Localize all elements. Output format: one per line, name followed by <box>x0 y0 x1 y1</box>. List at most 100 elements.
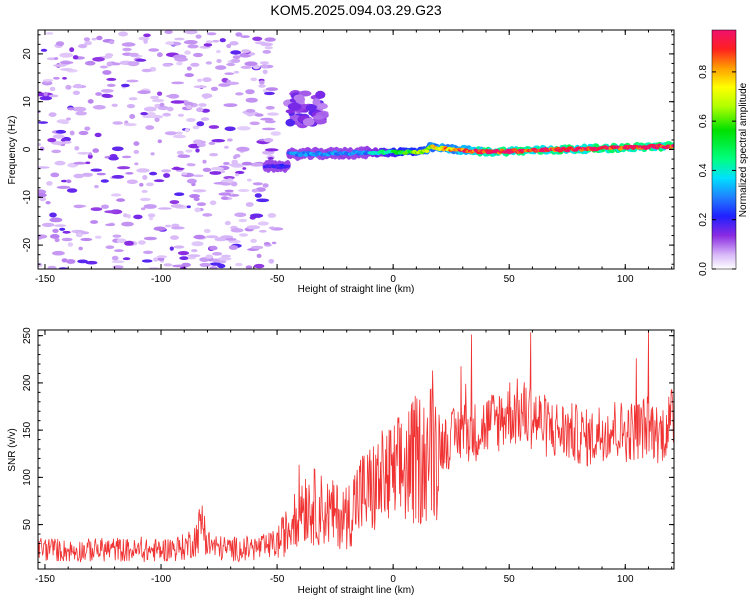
heatmap-noise-blob <box>170 204 184 208</box>
heatmap-noise-blob <box>271 241 277 245</box>
heatmap-noise-blob <box>122 47 132 52</box>
heatmap-noise-blob <box>214 237 228 242</box>
heatmap-noise-blob <box>176 61 183 66</box>
heatmap-noise-blob <box>264 46 273 50</box>
heatmap-noise-blob <box>52 250 65 256</box>
heatmap-noise-blob <box>122 257 131 261</box>
heatmap-noise-blob <box>77 151 90 155</box>
heatmap-noise-blob <box>252 36 263 41</box>
heatmap-noise-blob <box>187 254 201 258</box>
heatmap-noise-blob <box>38 121 49 124</box>
colorbar-tick-label: 0.6 <box>698 114 709 128</box>
heatmap-noise-blob <box>246 112 254 117</box>
heatmap-noise-blob <box>61 237 73 242</box>
heatmap-noise-blob <box>196 107 204 113</box>
heatmap-noise-blob <box>210 86 219 91</box>
heatmap-noise-blob <box>211 258 220 263</box>
x-tick-label: 0 <box>390 274 396 285</box>
heatmap-noise-blob <box>126 104 136 109</box>
heatmap-noise-blob <box>252 182 263 186</box>
snr-x-ticks: -150 -100 -50 0 50 100 <box>35 330 673 585</box>
heatmap-noise-blob <box>66 179 72 184</box>
heatmap-noise-blob <box>270 131 281 136</box>
heatmap-noise-blob <box>38 143 41 146</box>
heatmap-noise-blob <box>268 258 275 264</box>
heatmap-noise-blob <box>69 130 75 136</box>
heatmap-noise-blob <box>192 189 207 193</box>
heatmap-noise-blob <box>228 245 238 250</box>
heatmap-noise-blob <box>202 159 207 164</box>
heatmap-noise-blob <box>87 99 94 104</box>
heatmap-noise-blob <box>105 223 116 227</box>
heatmap-noise-blob <box>75 232 83 238</box>
heatmap-noise-blob <box>175 131 183 135</box>
y-tick-label: 0 <box>22 146 33 152</box>
heatmap-noise-blob <box>250 238 257 243</box>
heatmap-noise-blob <box>62 230 71 234</box>
y-tick-label: 100 <box>22 469 33 486</box>
heatmap-noise-blob <box>166 106 174 112</box>
heatmap-noise-blob <box>205 61 212 65</box>
heatmap-noise-blob <box>209 266 218 269</box>
snr-panel: -150 -100 -50 0 50 100 50 100 150 200 250 Height … <box>7 327 675 596</box>
heatmap-noise-blob <box>263 242 271 245</box>
heatmap-noise-blob <box>48 94 59 98</box>
heatmap-noise-blob <box>253 263 265 269</box>
heatmap-noise-blob <box>38 193 47 198</box>
heatmap-noise-blob <box>226 62 236 67</box>
heatmap-noise-blob <box>219 38 226 43</box>
heatmap-noise-blob <box>59 52 73 58</box>
heatmap-noise-blob <box>241 161 253 166</box>
heatmap-noise-blob <box>157 52 163 58</box>
heatmap-noise-blob <box>128 52 139 57</box>
heatmap-noise-blob <box>256 253 262 258</box>
heatmap-noise-blob <box>157 105 169 111</box>
heatmap-noise-blob <box>84 40 92 46</box>
heatmap-noise-blob <box>94 184 99 189</box>
heatmap-noise-blob <box>205 40 213 44</box>
heatmap-noise-blob <box>143 236 157 241</box>
heatmap-noise-blob <box>239 233 248 237</box>
heatmap-noise-blob <box>260 42 274 47</box>
heatmap-noise-blob <box>191 249 198 253</box>
heatmap-noise-blob <box>250 213 264 218</box>
heatmap-noise-blob <box>174 57 188 62</box>
heatmap-noise-blob <box>91 37 97 41</box>
heatmap-noise-blob <box>45 201 51 205</box>
heatmap-noise-blob <box>241 49 251 53</box>
y-tick-label: 200 <box>22 374 33 391</box>
heatmap-noise-blob <box>112 234 122 238</box>
colorbar-label: Normalized spectral amplitude <box>738 82 749 217</box>
heatmap-noise-blob <box>235 32 243 37</box>
heatmap-noise-blob <box>171 81 185 85</box>
heatmap-noise-blob <box>134 162 139 166</box>
heatmap-noise-blob <box>92 148 99 153</box>
heatmap-noise-blob <box>133 214 143 220</box>
heatmap-noise-blob <box>249 121 260 126</box>
y-tick-label: 250 <box>22 327 33 344</box>
heatmap-noise-blob <box>118 31 128 37</box>
y-tick-label: 50 <box>22 519 33 531</box>
heatmap-cluster-blob <box>312 98 321 106</box>
colorbar-gradient <box>711 29 737 270</box>
heatmap-noise-blob <box>185 149 193 153</box>
heatmap-noise-blob <box>50 172 60 178</box>
heatmap-noise-blob <box>150 95 160 100</box>
heatmap-noise-blob <box>244 61 258 66</box>
heatmap-noise-blob <box>61 179 68 183</box>
heatmap-noise-blob <box>111 260 125 264</box>
heatmap-cluster-blob <box>295 95 305 104</box>
heatmap-noise-blob <box>186 104 192 110</box>
heatmap-noise-blob <box>209 171 222 175</box>
heatmap-noise-blob <box>227 138 233 142</box>
heatmap-noise-blob <box>53 76 60 80</box>
heatmap-noise-blob <box>209 153 219 157</box>
heatmap-noise-blob <box>170 100 185 104</box>
heatmap-noise-blob <box>126 179 138 185</box>
heatmap-band-core <box>555 146 561 150</box>
heatmap-noise-blob <box>59 68 74 71</box>
x-tick-label: -100 <box>151 574 171 585</box>
heatmap-noise-blob <box>203 228 211 234</box>
heatmap-noise-blob <box>234 212 247 218</box>
